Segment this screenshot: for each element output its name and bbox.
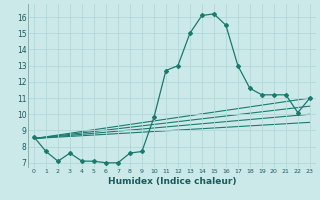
X-axis label: Humidex (Indice chaleur): Humidex (Indice chaleur) [108, 177, 236, 186]
